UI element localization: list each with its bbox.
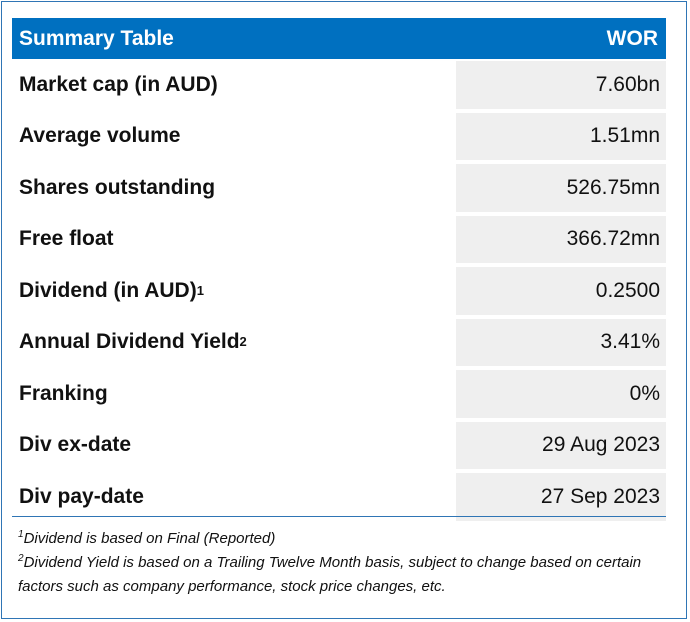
ticker-label: WOR	[606, 26, 658, 50]
table-row: Market cap (in AUD) 7.60bn	[12, 59, 666, 111]
footnotes: 1Dividend is based on Final (Reported) 2…	[18, 527, 668, 599]
row-value: 0.2500	[456, 267, 666, 315]
summary-table: Summary Table WOR Market cap (in AUD) 7.…	[12, 18, 666, 523]
row-value: 0%	[456, 370, 666, 418]
footnote-marker: 1	[18, 529, 24, 540]
footnote-marker: 2	[18, 553, 24, 564]
divider	[12, 516, 666, 517]
row-label: Average volume	[19, 124, 181, 148]
footnote: 2Dividend Yield is based on a Trailing T…	[18, 553, 642, 596]
row-value: 29 Aug 2023	[456, 421, 666, 469]
row-value: 7.60bn	[456, 61, 666, 109]
row-value: 1.51mn	[456, 112, 666, 160]
row-value: 27 Sep 2023	[456, 473, 666, 521]
footnote: 1Dividend is based on Final (Reported)	[18, 529, 276, 548]
table-title: Summary Table	[19, 26, 174, 50]
row-label: Div ex-date	[19, 433, 132, 457]
row-label: Market cap (in AUD)	[19, 72, 218, 96]
table-row: Div pay-date 27 Sep 2023	[12, 471, 666, 523]
row-label: Shares outstanding	[19, 175, 216, 199]
table-row: Dividend (in AUD) 1 0.2500	[12, 265, 666, 317]
row-label: Franking	[19, 381, 108, 405]
row-label: Div pay-date	[19, 484, 144, 508]
row-label: Dividend (in AUD) 1	[19, 278, 204, 302]
row-value: 526.75mn	[456, 164, 666, 212]
row-value: 366.72mn	[456, 215, 666, 263]
table-row: Franking 0%	[12, 368, 666, 420]
table-header: Summary Table WOR	[12, 18, 666, 59]
table-row: Free float 366.72mn	[12, 214, 666, 266]
table-row: Div ex-date 29 Aug 2023	[12, 420, 666, 472]
table-row: Annual Dividend Yield 2 3.41%	[12, 317, 666, 369]
table-row: Shares outstanding 526.75mn	[12, 162, 666, 214]
table-row: Average volume 1.51mn	[12, 111, 666, 163]
row-value: 3.41%	[456, 318, 666, 366]
row-label: Annual Dividend Yield 2	[19, 330, 247, 354]
row-label: Free float	[19, 227, 114, 251]
